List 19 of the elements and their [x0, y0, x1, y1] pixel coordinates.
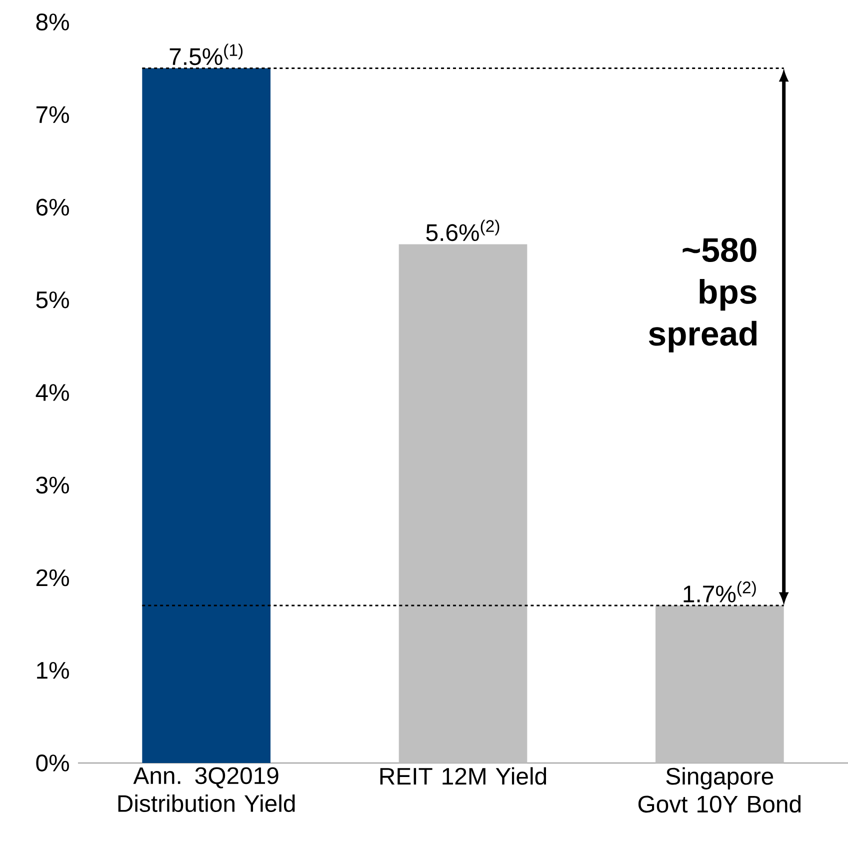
- data-label: 5.6%$^{(2)}$: [426, 220, 500, 242]
- bar: [142, 68, 271, 763]
- y-tick-label: 4%: [36, 384, 69, 401]
- y-tick-label: 3%: [36, 476, 69, 494]
- y-tick-label: 8%: [36, 14, 69, 30]
- x-tick-label: Ann. 3Q2019 Distribution Yield: [118, 767, 295, 812]
- y-tick-label: 0%: [36, 754, 69, 772]
- bar: [656, 606, 784, 763]
- data-label: 7.5%$^{(1)}$: [170, 44, 243, 66]
- y-tick-label: 6%: [36, 198, 69, 216]
- y-tick-label: 2%: [36, 569, 69, 586]
- y-tick-label: 5%: [36, 291, 69, 308]
- x-tick-label: Singapore Govt 10Y Bond: [638, 767, 801, 813]
- bar: [398, 244, 528, 763]
- x-tick-label: REIT 12M Yield: [380, 767, 546, 785]
- y-tick-label: 1%: [37, 662, 69, 679]
- y-tick-label: 7%: [36, 106, 69, 123]
- annotation: ~580 bps spread: [648, 238, 757, 352]
- data-label: 1.7%$^{(2)}$: [684, 581, 756, 602]
